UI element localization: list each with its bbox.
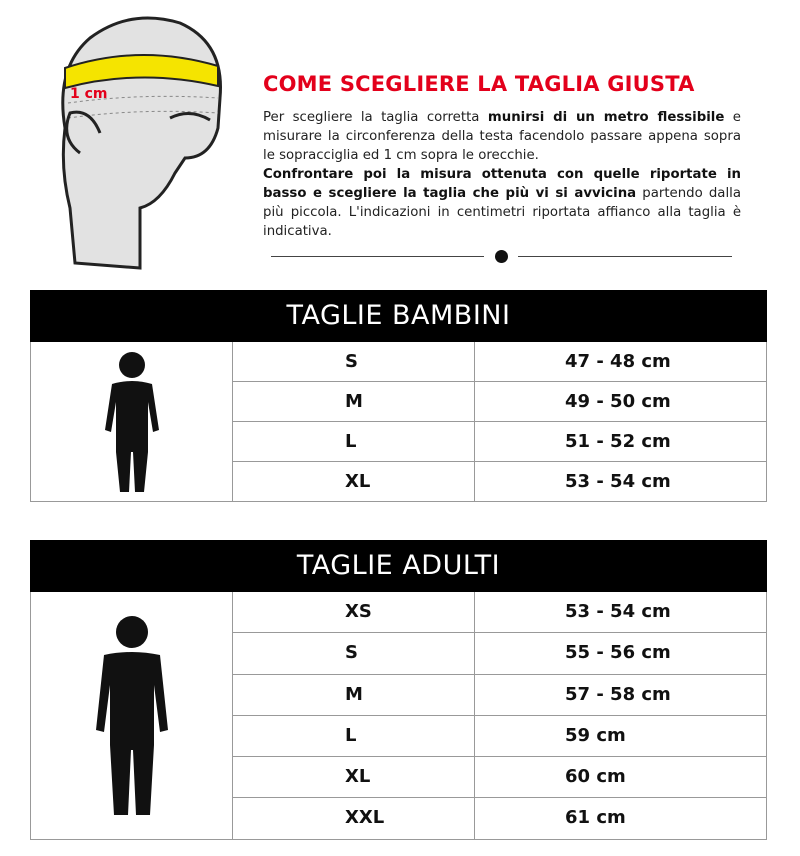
size-row: XL 60 cm xyxy=(233,757,766,799)
size-row: M 49 - 50 cm xyxy=(233,382,766,422)
head-measurement-illustration: 1 cm xyxy=(61,16,222,270)
intro-bold: Confrontare poi la misura ottenuta con q… xyxy=(263,167,741,201)
intro-text: Per scegliere la taglia corretta munirsi… xyxy=(263,108,741,241)
size-cell: XL xyxy=(233,757,475,798)
size-cell: XL xyxy=(233,462,475,501)
intro-bold: munirsi di un metro flessibile xyxy=(487,110,725,125)
size-row: XXL 61 cm xyxy=(233,798,766,839)
circumference-cell: 61 cm xyxy=(565,807,626,829)
divider-right xyxy=(518,256,732,257)
circumference-cell: 55 - 56 cm xyxy=(565,642,671,664)
kids-size-table: TAGLIE BAMBINI S 47 - 48 cm M 49 - 50 cm L 51… xyxy=(30,290,767,502)
intro-part: partendo dalla più piccola. L'indicazion… xyxy=(263,186,741,239)
size-cell: L xyxy=(233,715,475,757)
size-row: L 51 - 52 cm xyxy=(233,422,766,462)
circumference-cell: 59 cm xyxy=(565,724,626,746)
size-cell: M xyxy=(233,382,475,421)
circumference-cell: 57 - 58 cm xyxy=(565,683,671,705)
size-cell: L xyxy=(233,422,475,461)
size-row: S 55 - 56 cm xyxy=(233,633,766,675)
circumference-cell: 49 - 50 cm xyxy=(565,391,671,412)
divider-dot xyxy=(495,250,508,263)
size-cell: XS xyxy=(233,592,475,633)
circumference-cell: 53 - 54 cm xyxy=(565,471,671,492)
circumference-cell: 53 - 54 cm xyxy=(565,601,671,622)
size-row: XL 53 - 54 cm xyxy=(233,462,766,501)
divider-left xyxy=(271,256,484,257)
page-title: COME SCEGLIERE LA TAGLIA GIUSTA xyxy=(263,72,695,96)
intro-part: e misurare la circonferenza della testa … xyxy=(263,110,741,163)
circumference-cell: 47 - 48 cm xyxy=(565,351,671,372)
size-cell: S xyxy=(233,342,475,381)
size-row: M 57 - 58 cm xyxy=(233,674,766,716)
adults-table-title: TAGLIE ADULTI xyxy=(30,540,767,592)
kids-table-title: TAGLIE BAMBINI xyxy=(30,290,767,342)
circumference-cell: 60 cm xyxy=(565,766,626,788)
size-row: XS 53 - 54 cm xyxy=(233,592,766,634)
adult-figure-icon xyxy=(31,592,233,839)
adults-size-table: TAGLIE ADULTI XS 53 - 54 cm S 55 - 56 cm M 57… xyxy=(30,540,767,840)
one-cm-label: 1 cm xyxy=(70,86,108,102)
size-cell: S xyxy=(233,633,475,674)
size-row: S 47 - 48 cm xyxy=(233,342,766,382)
size-cell: M xyxy=(233,674,475,715)
size-row: L 59 cm xyxy=(233,715,766,758)
circumference-cell: 51 - 52 cm xyxy=(565,431,671,452)
intro-part: Per scegliere la taglia corretta xyxy=(263,110,488,125)
size-cell: XXL xyxy=(233,798,475,839)
child-figure-icon xyxy=(31,342,233,501)
